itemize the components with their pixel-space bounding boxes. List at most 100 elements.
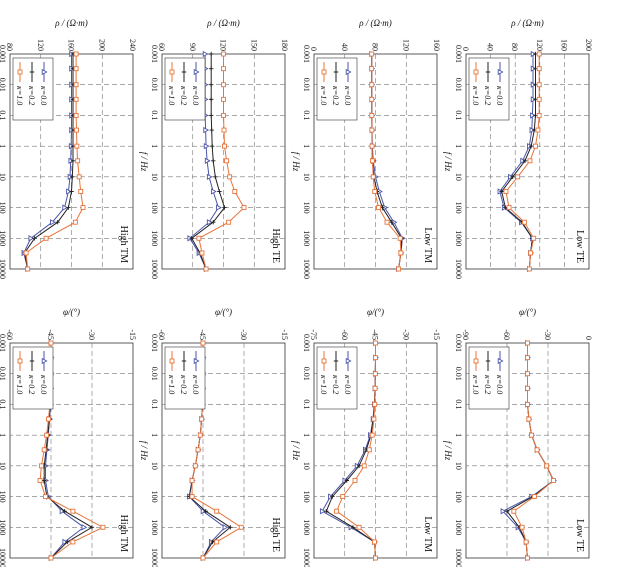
- legend: κ=0.0κ=0.2κ=1.0: [164, 57, 206, 121]
- x-tick-label: 1: [150, 144, 159, 148]
- x-tick-label: 0.01: [302, 367, 311, 381]
- x-tick-label: 0.01: [0, 367, 7, 381]
- legend-label: κ=1.0: [15, 375, 24, 394]
- data-point: [369, 112, 375, 118]
- data-point: [37, 478, 43, 483]
- data-point: [73, 96, 79, 102]
- y-tick-label: 90: [188, 43, 197, 51]
- x-tick-label: 100: [0, 202, 7, 214]
- legend-marker: [17, 69, 23, 75]
- panel-title: High TE: [270, 517, 281, 552]
- x-tick-label: 0.1: [302, 110, 311, 120]
- legend-label: κ=1.0: [471, 86, 480, 105]
- data-point: [389, 220, 394, 225]
- y-axis-label: ρ / (Ω·m): [358, 18, 392, 28]
- data-point: [528, 250, 534, 256]
- data-point: [528, 143, 534, 149]
- data-point: [189, 494, 195, 500]
- data-point: [209, 82, 214, 87]
- x-tick-label: 10: [0, 173, 7, 181]
- data-point: [221, 96, 226, 102]
- y-tick-label: 80: [371, 43, 380, 51]
- data-point: [372, 189, 378, 194]
- legend-marker: [473, 69, 479, 75]
- data-point: [73, 66, 79, 72]
- data-point: [50, 219, 56, 226]
- legend-marker: [181, 69, 187, 75]
- data-point: [352, 478, 358, 483]
- data-point: [72, 219, 78, 225]
- data-point: [59, 508, 66, 515]
- x-tick-label: 0.01: [454, 78, 463, 92]
- x-tick-label: 0.1: [0, 110, 7, 120]
- data-point: [523, 539, 529, 545]
- y-tick-label: 0: [584, 336, 593, 340]
- data-point: [69, 189, 74, 194]
- data-point: [62, 509, 67, 514]
- y-tick-label: -45: [46, 329, 55, 340]
- x-tick-label: 0.1: [454, 110, 463, 120]
- data-point: [209, 66, 214, 71]
- data-point: [202, 50, 209, 58]
- x-tick-label: 0.1: [150, 399, 159, 409]
- data-point: [356, 463, 362, 469]
- data-point: [74, 143, 80, 149]
- x-tick-label: 100: [0, 491, 7, 503]
- data-point: [344, 478, 349, 483]
- data-point: [199, 416, 205, 422]
- data-point: [324, 509, 329, 514]
- x-tick-label: 10: [0, 462, 7, 470]
- data-point: [499, 189, 504, 194]
- data-point: [373, 555, 378, 561]
- data-point: [73, 51, 79, 57]
- legend-label: κ=0.2: [483, 375, 492, 394]
- data-point: [48, 340, 54, 346]
- legend-marker: [473, 358, 479, 364]
- data-point: [531, 494, 537, 500]
- y-tick-label: 120: [219, 39, 228, 51]
- data-point: [200, 508, 207, 515]
- y-tick-label: 80: [510, 43, 519, 51]
- data-point: [526, 416, 532, 422]
- y-tick-label: -30: [401, 329, 410, 340]
- data-point: [536, 66, 542, 72]
- data-point: [73, 82, 79, 88]
- legend: κ=0.0κ=0.2κ=1.0: [316, 57, 358, 121]
- data-point: [226, 219, 232, 225]
- x-tick-label: 10: [302, 173, 311, 181]
- x-tick-label: 100: [302, 202, 311, 214]
- data-point: [38, 463, 44, 469]
- y-tick-label: 120: [401, 39, 410, 51]
- data-point: [221, 82, 226, 88]
- y-tick-label: -45: [371, 329, 380, 340]
- y-tick-label: -60: [157, 329, 166, 340]
- data-point: [526, 266, 532, 272]
- data-point: [369, 158, 375, 164]
- panel-phi-low-te: 0.001 0.01 0.1 1 10 100 1000 10000 -90 -60 -30 0 φ/(…: [443, 307, 593, 567]
- data-point: [203, 126, 210, 134]
- x-tick-label: 10000: [150, 548, 159, 567]
- data-point: [200, 340, 206, 346]
- data-point: [70, 158, 76, 163]
- data-point: [209, 127, 214, 133]
- data-point: [100, 524, 106, 530]
- data-point: [199, 250, 205, 256]
- legend-marker: [485, 358, 491, 364]
- y-tick-label: 120: [36, 39, 45, 51]
- data-point: [211, 158, 216, 163]
- x-tick-label: 1: [302, 144, 311, 148]
- data-point: [41, 478, 47, 483]
- y-tick-label: 160: [559, 39, 568, 51]
- y-tick-label: -30: [87, 329, 96, 340]
- data-point: [319, 508, 326, 515]
- x-tick-label: 0.001: [150, 45, 159, 63]
- data-point: [371, 416, 377, 422]
- legend-label: κ=1.0: [471, 375, 480, 394]
- y-tick-label: 200: [584, 39, 593, 51]
- data-point: [209, 113, 214, 118]
- data-point: [25, 266, 31, 272]
- data-point: [397, 235, 403, 241]
- data-point: [366, 447, 372, 453]
- data-point: [70, 174, 75, 180]
